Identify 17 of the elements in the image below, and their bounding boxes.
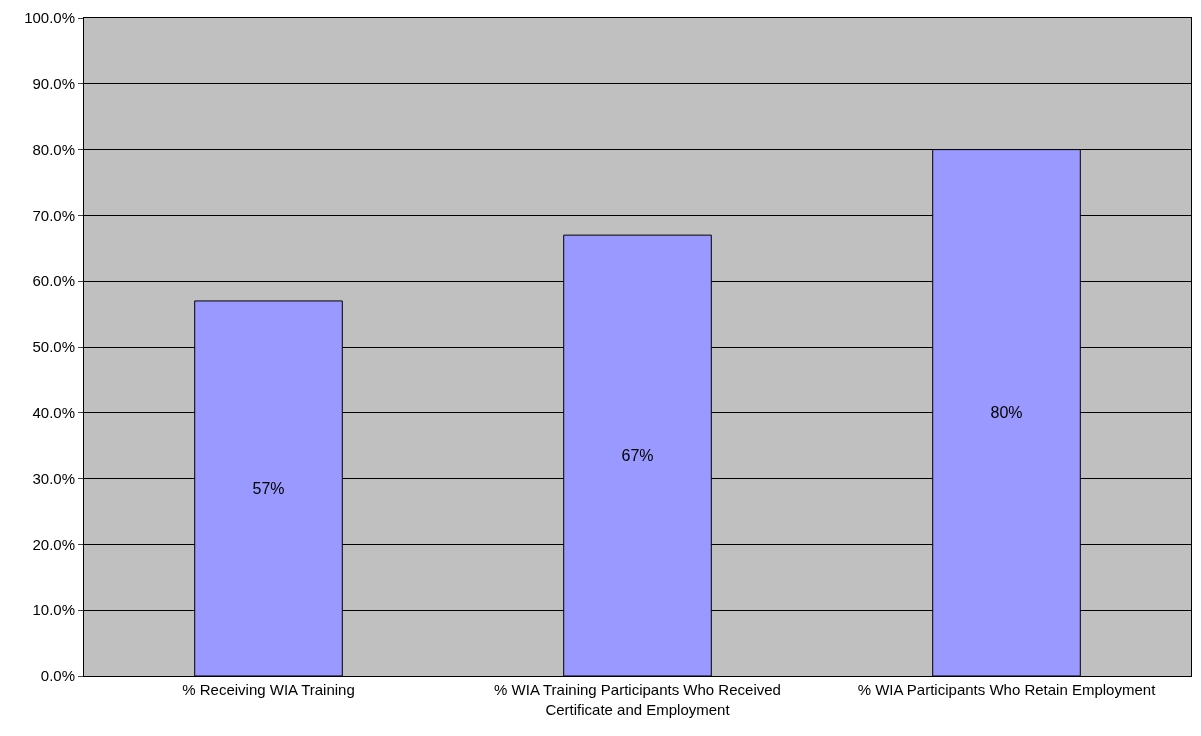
y-tick-label: 80.0% xyxy=(32,140,75,158)
y-tick-label: 40.0% xyxy=(32,404,75,422)
data-label: 57% xyxy=(252,479,285,497)
y-tick-label: 100.0% xyxy=(24,9,75,27)
y-tick-label: 0.0% xyxy=(40,667,75,685)
y-tick-label: 90.0% xyxy=(32,75,75,93)
y-tick-label: 30.0% xyxy=(32,469,75,487)
x-tick-label: % Receiving WIA Training xyxy=(182,681,355,698)
data-label: 80% xyxy=(990,404,1023,422)
y-tick-label: 60.0% xyxy=(32,272,75,290)
y-tick-label: 50.0% xyxy=(32,338,75,356)
x-tick-label: % WIA Participants Who Retain Employment xyxy=(857,681,1157,698)
x-tick-label: % WIA Training Participants Who Received Certificate and Employment xyxy=(494,681,781,718)
data-label: 67% xyxy=(621,447,654,465)
y-tick-label: 10.0% xyxy=(32,601,75,619)
y-tick-label: 20.0% xyxy=(32,535,75,553)
y-tick-label: 70.0% xyxy=(32,206,75,224)
